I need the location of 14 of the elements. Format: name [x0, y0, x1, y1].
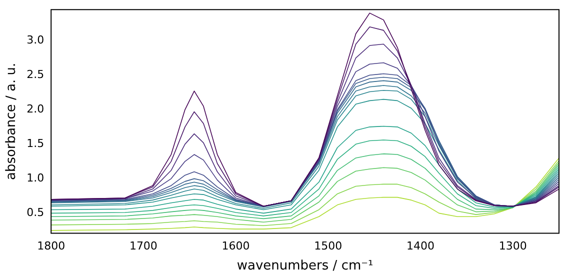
x-tick-label: 1400 [406, 240, 434, 253]
x-tick-label: 1600 [222, 240, 250, 253]
x-tick-label: 1800 [37, 240, 66, 253]
y-tick-label: 2.5 [26, 68, 44, 82]
x-tick-label: 1500 [314, 240, 342, 253]
x-tick-label: 1700 [129, 240, 158, 253]
y-tick-label: 1.5 [26, 137, 44, 150]
y-tick-label: 3.0 [26, 34, 44, 47]
y-tick-label: 1.0 [26, 172, 44, 185]
x-axis-title: wavenumbers / cm⁻¹ [236, 258, 374, 274]
y-axis-title: absorbance / a. u. [4, 62, 20, 180]
x-tick-label: 1300 [498, 240, 527, 253]
y-tick-label: 2.0 [26, 102, 44, 116]
y-tick-label: 0.5 [26, 206, 44, 220]
